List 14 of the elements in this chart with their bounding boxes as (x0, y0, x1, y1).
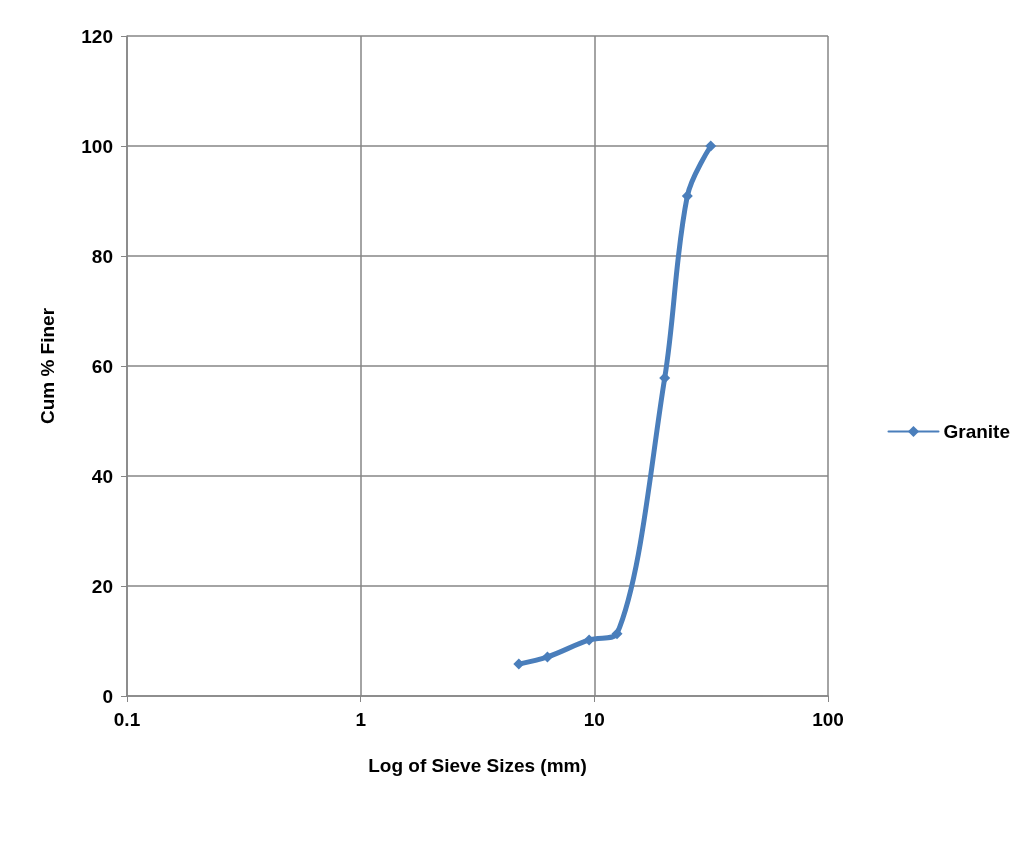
x-tick-label: 0.1 (113, 709, 141, 730)
x-tick-label: 100 (812, 709, 844, 730)
x-tick-label: 10 (583, 709, 605, 730)
y-tick-label: 80 (91, 245, 113, 267)
y-tick-label: 100 (81, 135, 113, 157)
y-tick-label: 120 (81, 25, 113, 47)
y-tick-label: 20 (91, 575, 113, 597)
x-tick-label: 1 (355, 709, 367, 730)
y-tick-label: 60 (91, 355, 113, 377)
y-axis-title: Cum % Finer (37, 307, 58, 425)
y-tick-label: 40 (91, 465, 113, 487)
y-tick-label: 0 (102, 685, 113, 707)
legend-label: Granite (943, 421, 1011, 442)
x-axis-title: Log of Sieve Sizes (mm) (368, 755, 587, 776)
